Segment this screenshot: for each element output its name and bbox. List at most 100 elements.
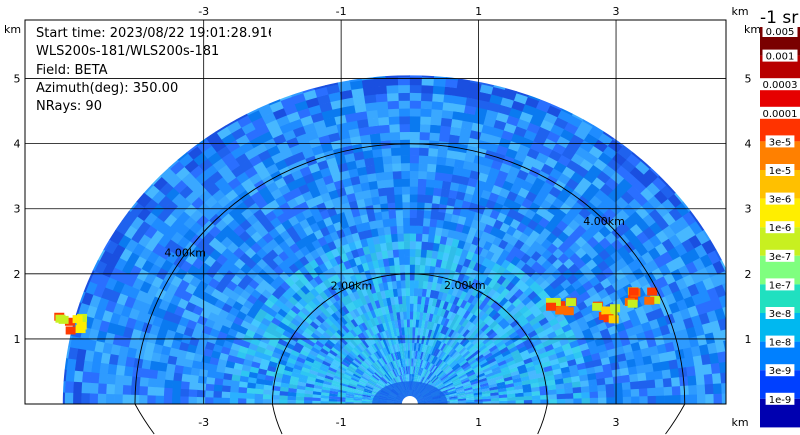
field-cell xyxy=(167,355,178,366)
field-cell xyxy=(463,104,477,115)
field-cell xyxy=(363,312,371,322)
field-cell xyxy=(187,146,203,161)
field-cell xyxy=(416,194,426,203)
field-cell xyxy=(445,327,452,337)
field-cell xyxy=(77,302,90,317)
field-cell xyxy=(190,196,205,210)
field-cell xyxy=(604,177,619,191)
field-cell xyxy=(136,207,151,222)
field-cell xyxy=(366,368,375,375)
field-cell xyxy=(509,245,520,257)
colorbar-label: 1e-5 xyxy=(769,166,792,177)
field-cell xyxy=(101,264,115,279)
field-cell xyxy=(517,292,528,302)
field-cell xyxy=(500,309,510,319)
field-cell xyxy=(370,343,378,353)
field-cell xyxy=(635,218,650,232)
field-cell xyxy=(704,383,714,395)
field-cell xyxy=(476,139,490,150)
field-cell xyxy=(655,216,670,231)
field-cell xyxy=(506,393,516,398)
field-cell xyxy=(197,375,208,385)
field-cell xyxy=(510,265,521,276)
field-cell xyxy=(273,312,285,322)
field-cell xyxy=(324,328,334,338)
field-cell xyxy=(409,233,417,242)
field-cell xyxy=(612,375,623,384)
field-cell xyxy=(244,353,255,362)
field-cell xyxy=(364,329,372,338)
field-cell xyxy=(376,315,383,325)
field-cell xyxy=(397,367,402,376)
field-cell xyxy=(362,330,370,339)
field-cell xyxy=(354,392,363,397)
field-cell xyxy=(515,400,525,404)
field-cell xyxy=(405,280,410,289)
field-cell xyxy=(622,396,632,404)
field-cell xyxy=(478,292,488,302)
field-cell xyxy=(447,328,455,338)
field-cell xyxy=(529,350,539,358)
field-cell xyxy=(462,192,474,203)
field-cell xyxy=(340,287,349,298)
field-cell xyxy=(435,219,445,229)
field-hotspot xyxy=(550,297,561,306)
field-cell xyxy=(221,385,231,393)
field-cell xyxy=(366,302,374,312)
field-cell xyxy=(522,321,533,331)
field-cell xyxy=(376,108,389,118)
field-cell xyxy=(561,371,572,379)
field-cell xyxy=(688,220,703,236)
field-cell xyxy=(432,330,438,340)
field-cell xyxy=(472,262,482,272)
field-cell xyxy=(462,283,471,293)
field-cell xyxy=(451,350,459,359)
field-cell xyxy=(428,297,434,306)
field-cell xyxy=(155,395,164,404)
field-cell xyxy=(453,198,464,209)
field-cell xyxy=(356,315,365,325)
field-cell xyxy=(133,256,147,270)
field-cell xyxy=(479,380,489,385)
field-cell xyxy=(304,390,314,395)
field-cell xyxy=(189,374,199,384)
field-cell xyxy=(680,337,692,350)
field-cell xyxy=(495,255,506,267)
field-cell xyxy=(489,386,499,391)
field-cell xyxy=(432,356,439,365)
field-cell xyxy=(332,264,342,275)
field-cell xyxy=(413,303,418,312)
field-cell xyxy=(659,324,671,336)
field-cell xyxy=(293,314,304,324)
field-cell xyxy=(288,383,298,390)
field-cell xyxy=(409,256,416,265)
field-cell xyxy=(473,389,482,394)
field-cell xyxy=(506,389,516,395)
field-cell xyxy=(462,112,475,123)
field-cell xyxy=(430,257,437,267)
field-cell xyxy=(398,116,410,125)
field-cell xyxy=(178,185,194,200)
field-cell xyxy=(539,279,551,290)
field-cell xyxy=(605,383,615,392)
field-cell xyxy=(491,272,502,283)
field-cell xyxy=(437,370,445,378)
field-cell xyxy=(435,156,447,166)
field-cell xyxy=(382,258,390,267)
field-cell xyxy=(141,260,154,274)
field-cell xyxy=(429,373,436,382)
field-cell xyxy=(164,329,176,341)
field-cell xyxy=(397,351,402,360)
field-cell xyxy=(364,347,372,356)
field-cell xyxy=(351,348,360,357)
field-cell xyxy=(356,166,368,177)
y-tick-label-left: 3 xyxy=(14,203,21,216)
field-cell xyxy=(413,374,417,383)
field-cell xyxy=(496,381,506,387)
field-cell xyxy=(392,328,398,337)
field-cell xyxy=(427,147,439,157)
field-cell xyxy=(450,361,459,369)
field-cell xyxy=(541,339,553,348)
field-cell xyxy=(400,280,406,289)
